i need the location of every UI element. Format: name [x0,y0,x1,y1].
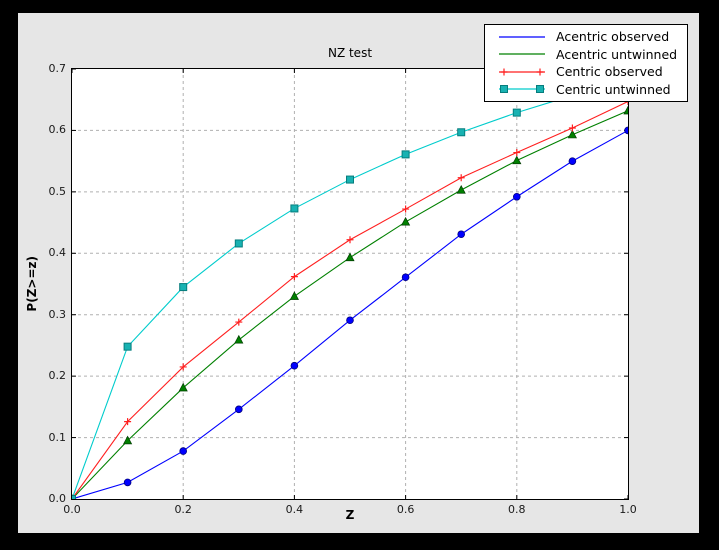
y-tick-label: 0.0 [48,492,67,505]
data-point-marker [346,236,354,244]
data-point-marker [500,68,508,76]
data-point-marker [346,175,354,184]
legend-label: Acentric observed [556,29,670,45]
data-point-marker [623,105,628,115]
legend-label: Centric untwinned [556,81,671,97]
legend-sample-line [499,36,545,38]
data-point-marker [402,205,410,213]
x-tick-label: 0.2 [174,503,192,516]
data-point-marker [179,363,187,371]
data-point-marker [290,361,299,370]
legend-entry: Centric untwinned [490,81,682,98]
data-point-marker [401,216,411,226]
data-point-marker [457,230,466,239]
data-point-marker [290,204,299,213]
legend-sample-line [499,53,545,55]
data-point-marker [512,192,521,201]
y-tick-label: 0.1 [48,430,67,444]
data-point-marker [234,239,243,248]
data-point-marker [401,273,410,282]
data-point-marker [290,273,298,281]
data-point-marker [289,291,299,300]
series-line [72,78,628,499]
data-point-marker [624,126,628,135]
data-point-marker [513,149,521,157]
legend-label: Acentric untwinned [556,46,678,62]
data-point-marker [234,334,244,344]
plot-svg [72,69,628,499]
legend-entry: Acentric untwinned [490,46,682,63]
series-line [72,110,628,499]
plot-area [71,68,629,500]
data-point-marker [536,85,544,94]
x-tick-label: 1.0 [619,503,637,516]
data-point-marker [123,435,133,445]
data-point-marker [345,252,355,262]
data-point-marker [235,405,243,414]
legend-sample-line [499,68,545,76]
data-point-marker [235,318,243,326]
data-point-marker [457,128,466,137]
series-line [72,101,628,499]
y-tick-label: 0.6 [48,123,67,137]
y-tick-label: 0.7 [48,62,67,75]
data-point-marker [179,283,188,292]
data-point-marker [512,108,521,117]
data-point-marker [178,382,188,392]
chart-title: NZ test [327,46,373,60]
data-point-marker [568,157,577,165]
legend-entry: Acentric observed [490,28,682,45]
y-axis-label-text: P(Z>=z) [25,256,39,312]
y-tick-label: 0.3 [48,307,67,321]
x-tick-label: 0.6 [396,503,415,516]
data-point-marker [124,418,132,426]
y-tick-label: 0.2 [48,369,67,383]
x-tick-label: 0.8 [508,503,526,516]
data-point-marker [567,129,577,139]
x-tick-label: 0.0 [63,503,81,516]
data-point-marker [123,342,132,351]
figure-canvas: NZ test P(Z>=z) Z Acentric observed Acent… [18,13,699,533]
legend-label: Centric observed [556,64,663,80]
data-point-marker [72,495,76,499]
x-axis-label: Z [345,508,355,522]
legend-entry: Centric observed [490,63,682,80]
y-tick-label: 0.4 [48,246,67,260]
x-tick-label: 0.4 [285,503,304,516]
legend: Acentric observed Acentric untwinned Centr… [484,24,688,102]
data-point-marker [457,174,465,182]
data-point-marker [346,316,354,325]
data-point-marker [179,447,187,455]
data-point-marker [512,155,522,165]
data-point-marker [536,68,544,76]
data-point-marker [401,150,410,159]
y-tick-label: 0.5 [48,184,67,198]
data-point-marker [456,184,466,194]
data-point-marker [123,478,132,487]
data-point-marker [500,85,508,94]
data-point-marker [568,124,576,132]
legend-sample-line [499,85,545,94]
